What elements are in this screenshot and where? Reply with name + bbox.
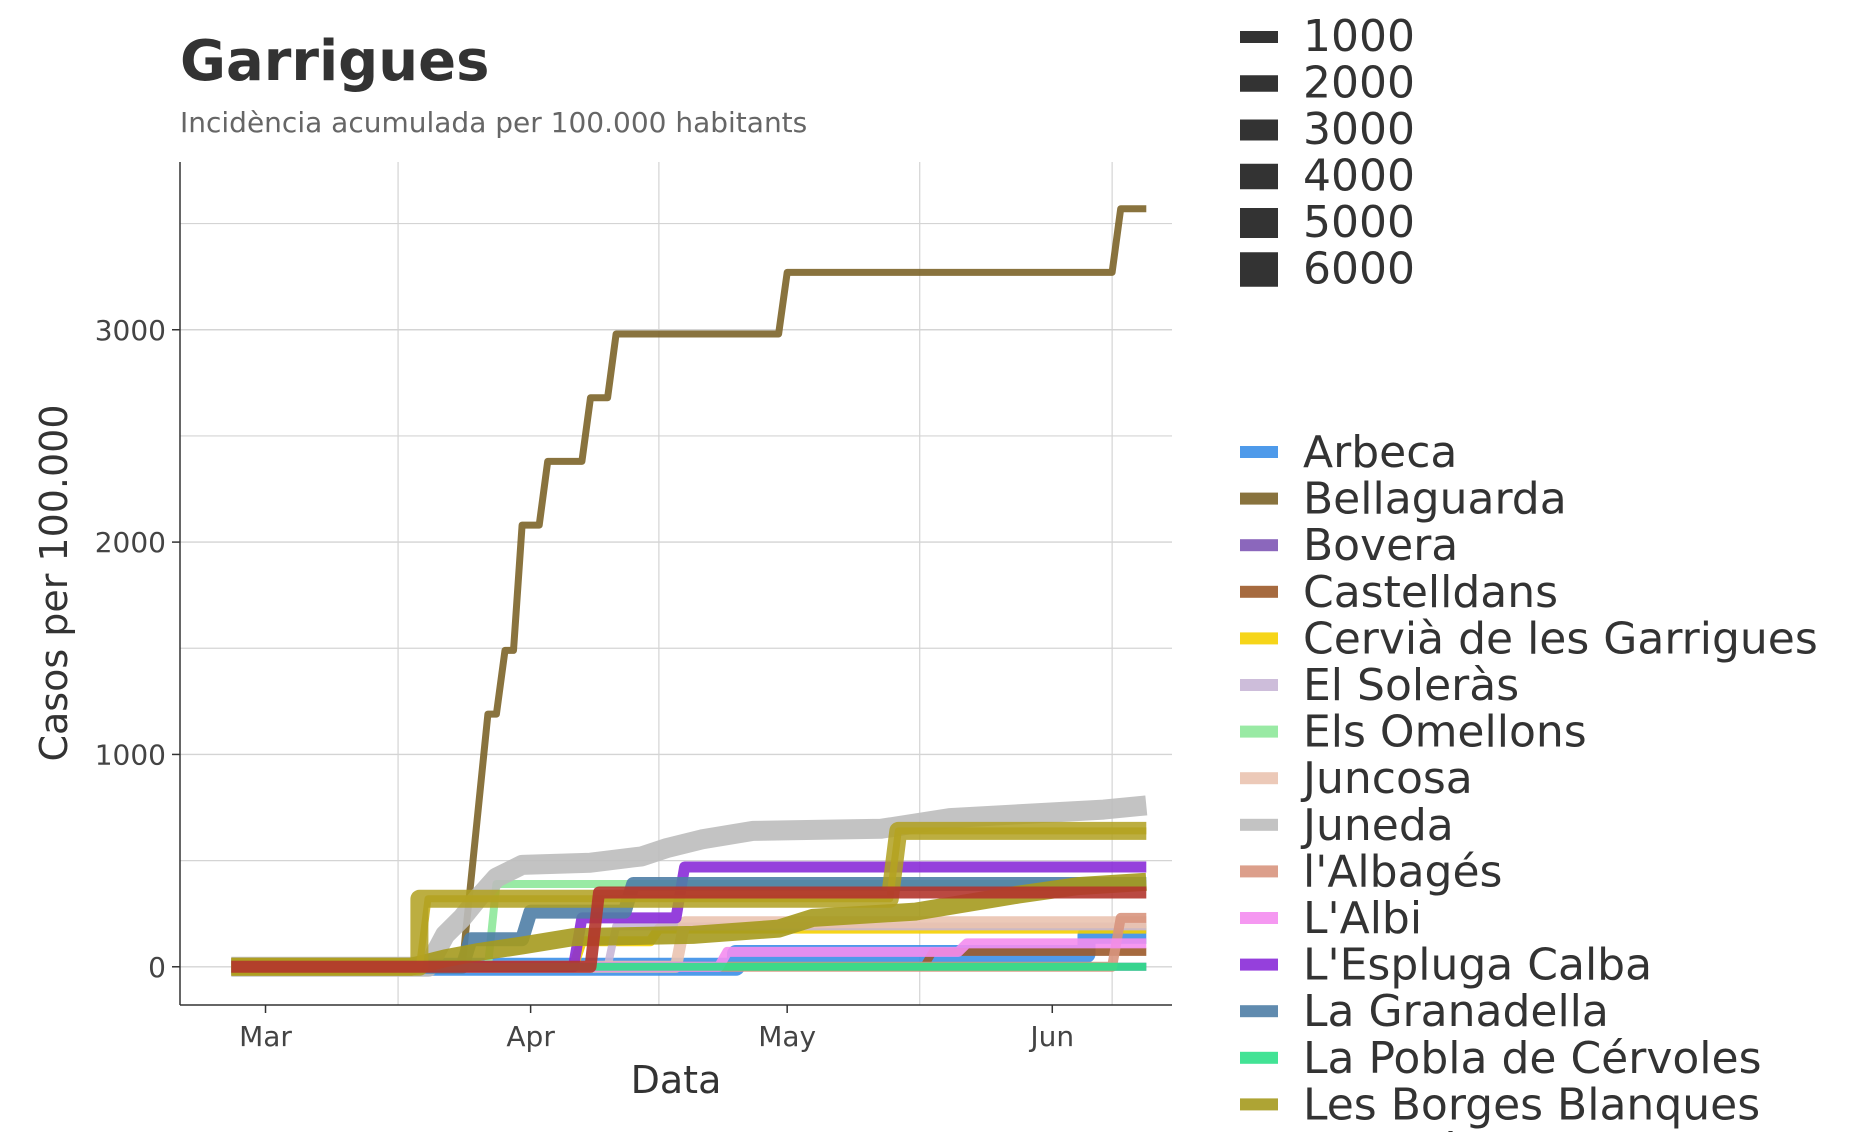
color-legend-label: L'Espluga Calba bbox=[1303, 940, 1652, 991]
y-tick-labels: 0 1000 2000 3000 bbox=[95, 314, 180, 984]
color-legend-label: Els Omellons bbox=[1303, 707, 1587, 758]
color-legend-key bbox=[1240, 539, 1278, 552]
color-legend-key bbox=[1240, 446, 1278, 458]
size-legend-label: 4000 bbox=[1303, 151, 1415, 202]
size-legend-key bbox=[1240, 252, 1278, 287]
chart-subtitle: Incidència acumulada per 100.000 habitan… bbox=[180, 106, 807, 139]
x-tick-label: Jun bbox=[1028, 1020, 1074, 1053]
color-legend-label: El Soleràs bbox=[1303, 660, 1519, 711]
color-legend-key bbox=[1240, 492, 1278, 505]
size-legend-key bbox=[1240, 31, 1278, 43]
color-legend-label: Bovera bbox=[1303, 520, 1458, 571]
color-legend-key bbox=[1240, 632, 1278, 645]
x-tick-label: Apr bbox=[506, 1020, 555, 1053]
size-legend-label: 5000 bbox=[1303, 197, 1415, 248]
color-legend-label: Les Borges Blanques bbox=[1303, 1079, 1760, 1130]
axes bbox=[179, 162, 1172, 1006]
size-legend-label: 2000 bbox=[1303, 58, 1415, 109]
x-tick-labels: Mar Apr May Jun bbox=[239, 1005, 1074, 1053]
size-legend-label: 3000 bbox=[1303, 104, 1415, 155]
series-lines bbox=[231, 205, 1148, 977]
color-legend-key bbox=[1240, 865, 1278, 878]
color-legend-key bbox=[1240, 725, 1278, 738]
color-legend-label: La Granadella bbox=[1303, 986, 1609, 1037]
y-tick-label: 2000 bbox=[95, 526, 166, 559]
color-legend-label: Puiggròs bbox=[1303, 1126, 1492, 1132]
color-legend-key bbox=[1240, 679, 1278, 691]
color-legend-key bbox=[1240, 912, 1278, 924]
color-legend-label: Arbeca bbox=[1303, 427, 1457, 478]
color-legend-label: La Pobla de Cérvoles bbox=[1303, 1033, 1762, 1084]
color-legend-label: l'Albagés bbox=[1303, 846, 1502, 897]
size-legend-key bbox=[1240, 119, 1278, 141]
y-axis-title: Casos per 100.000 bbox=[32, 404, 76, 761]
color-legend: ArbecaBellaguardaBoveraCastelldansCervià… bbox=[1240, 427, 1818, 1132]
size-legend-label: 1000 bbox=[1303, 11, 1415, 62]
series-line-1 bbox=[231, 205, 1147, 971]
color-legend-label: Castelldans bbox=[1303, 567, 1558, 618]
x-tick-label: Mar bbox=[239, 1020, 292, 1053]
grid-lines bbox=[180, 162, 1172, 1005]
y-tick-label: 3000 bbox=[95, 314, 166, 347]
series-line-17 bbox=[231, 886, 1147, 973]
color-legend-key bbox=[1240, 585, 1278, 598]
x-axis-title: Data bbox=[631, 1058, 722, 1102]
y-tick-label: 0 bbox=[148, 951, 166, 984]
size-legend-key bbox=[1240, 75, 1278, 92]
color-legend-key bbox=[1240, 958, 1278, 971]
color-legend-key bbox=[1240, 1051, 1278, 1064]
x-tick-label: May bbox=[758, 1020, 816, 1053]
color-legend-label: Bellaguarda bbox=[1303, 474, 1567, 525]
color-legend-label: Cervià de les Garrigues bbox=[1303, 613, 1818, 664]
color-legend-label: L'Albi bbox=[1303, 893, 1422, 944]
color-legend-key bbox=[1240, 1005, 1278, 1018]
size-legend-label: 6000 bbox=[1303, 244, 1415, 295]
color-legend-label: Juneda bbox=[1300, 800, 1454, 851]
color-legend-key bbox=[1240, 1098, 1278, 1111]
size-legend-key bbox=[1240, 208, 1278, 238]
chart-title: Garrigues bbox=[180, 29, 489, 94]
color-legend-label: Juncosa bbox=[1300, 753, 1473, 804]
size-legend-key bbox=[1240, 163, 1278, 190]
color-legend-key bbox=[1240, 772, 1278, 785]
color-legend-key bbox=[1240, 818, 1278, 831]
y-tick-label: 1000 bbox=[95, 738, 166, 771]
